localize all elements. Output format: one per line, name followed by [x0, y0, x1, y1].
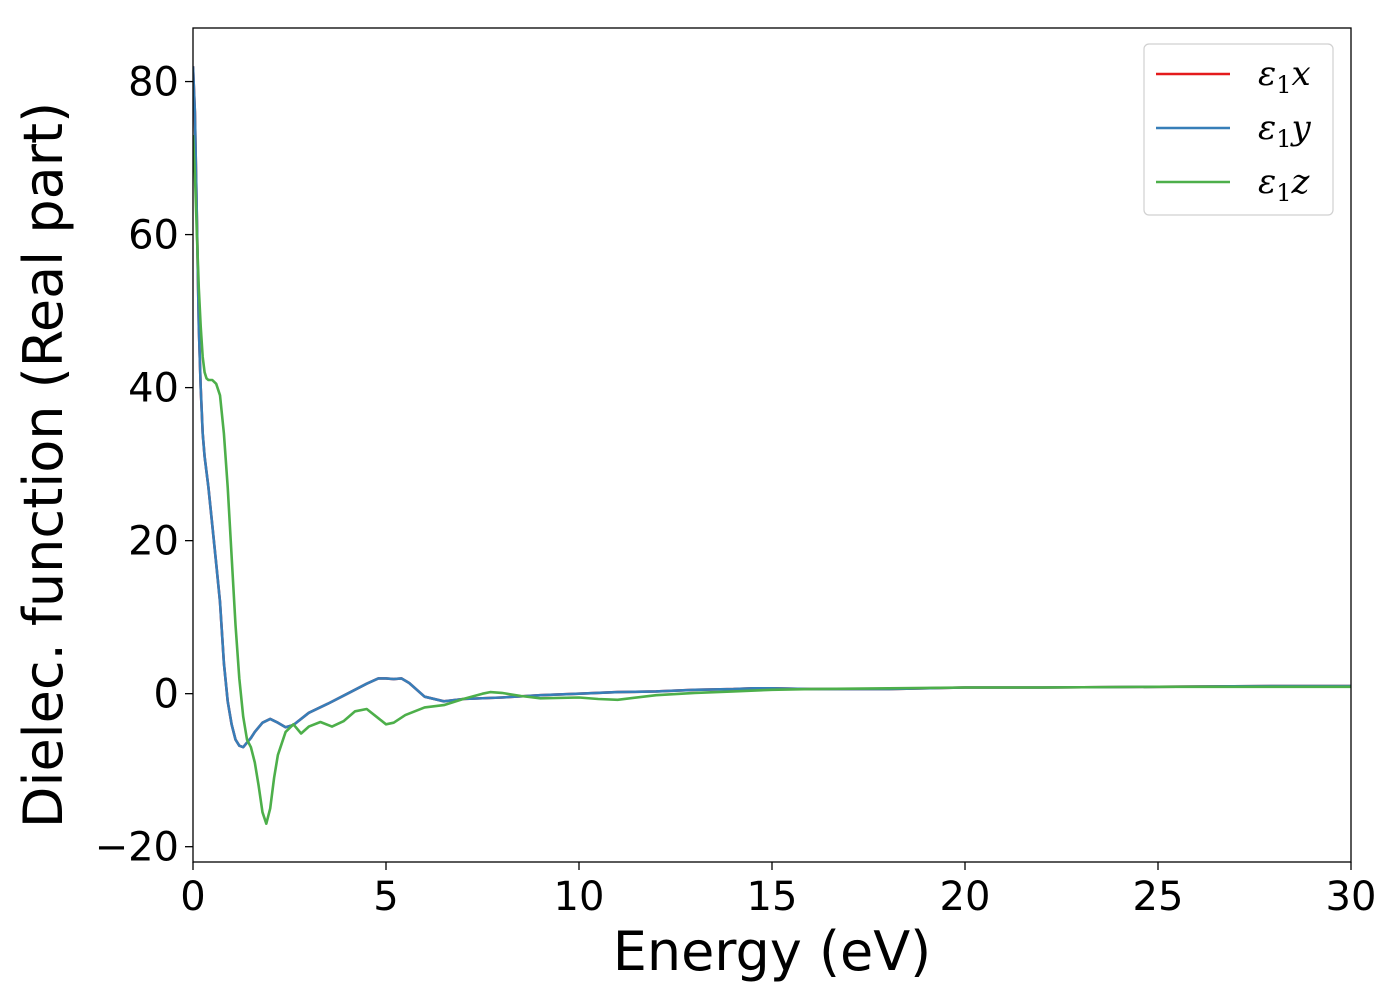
x-tick-label: 20: [940, 874, 991, 920]
series-line-1: [193, 66, 1351, 749]
series-layer: [193, 66, 1351, 826]
x-tick-label: 15: [747, 874, 798, 920]
y-tick-label: 0: [154, 672, 179, 718]
y-tick-label: −20: [95, 825, 179, 871]
x-tick-label: 10: [554, 874, 605, 920]
y-tick-label: 80: [128, 60, 179, 106]
x-tick-label: 5: [373, 874, 398, 920]
legend: ε1x ε1y ε1z: [1143, 43, 1334, 216]
x-tick-label: 0: [180, 874, 205, 920]
legend-label: ε1y: [1258, 108, 1312, 153]
x-axis-label: Energy (eV): [613, 920, 932, 983]
y-tick-label: 40: [128, 366, 179, 412]
legend-label: ε1z: [1258, 162, 1311, 207]
legend-label: ε1x: [1258, 54, 1311, 99]
y-axis-ticks: −20 0 20 40 60 80: [95, 60, 193, 871]
x-tick-label: 30: [1326, 874, 1377, 920]
legend-box: [1143, 43, 1334, 216]
y-axis-label: Dielec. function (Real part): [12, 102, 75, 828]
y-tick-label: 20: [128, 519, 179, 565]
y-tick-label: 60: [128, 213, 179, 259]
x-tick-label: 25: [1133, 874, 1184, 920]
x-axis-ticks: 0 5 10 15 20 25 30: [180, 862, 1376, 920]
series-line-2: [193, 135, 1351, 826]
